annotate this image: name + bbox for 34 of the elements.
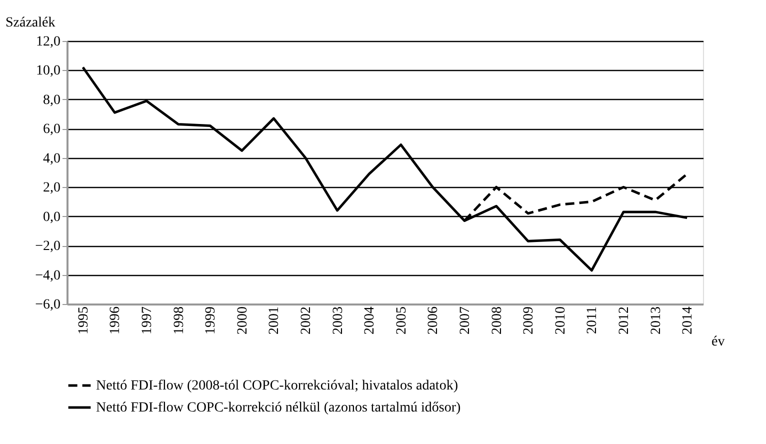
x-tick-label: 2010 <box>553 306 568 334</box>
y-tick-label: 2,0 <box>43 180 60 196</box>
x-tick-label: 2014 <box>680 306 696 334</box>
y-tick-label: 12,0 <box>36 34 60 50</box>
legend-label: Nettó FDI-flow COPC-korrekció nélkül (azonos tartalmú idősor) <box>96 400 462 416</box>
x-tick-label: 2006 <box>426 306 442 334</box>
y-tick-label: 10,0 <box>36 64 60 79</box>
y-tick-label: 0,0 <box>43 210 60 225</box>
y-tick-label: 8,0 <box>43 92 60 108</box>
y-tick-label: 6,0 <box>43 122 60 138</box>
x-tick-label: 1995 <box>76 306 92 334</box>
x-tick-label: 1996 <box>108 306 124 334</box>
x-tick-label: 1998 <box>172 306 187 334</box>
x-tick-label: 2005 <box>394 306 410 334</box>
x-tick-label: 2012 <box>617 306 632 334</box>
y-tick-label: 4,0 <box>43 151 60 166</box>
x-tick-label: 2008 <box>490 306 505 334</box>
x-tick-label: 2003 <box>330 306 346 334</box>
x-tick-label: 2007 <box>458 306 473 334</box>
x-axis-title: év <box>712 334 725 350</box>
x-tick-label: 2002 <box>299 306 314 334</box>
x-tick-label: 2009 <box>522 306 537 334</box>
x-tick-label: 2011 <box>585 306 600 334</box>
y-axis-title: Százalék <box>6 16 56 30</box>
y-tick-label: −2,0 <box>35 239 60 254</box>
x-tick-label: 2000 <box>235 306 250 334</box>
legend-label: Nettó FDI-flow (2008-tól COPC-korrekcióval; hivatalos adatok) <box>96 378 458 394</box>
x-tick-label: 2001 <box>267 306 282 334</box>
y-tick-label: −4,0 <box>35 268 60 284</box>
y-tick-label: −6,0 <box>35 298 60 312</box>
x-tick-label: 2004 <box>362 306 378 334</box>
x-tick-label: 1999 <box>204 306 219 334</box>
x-tick-label: 2013 <box>648 306 664 334</box>
x-tick-label: 1997 <box>140 306 155 334</box>
